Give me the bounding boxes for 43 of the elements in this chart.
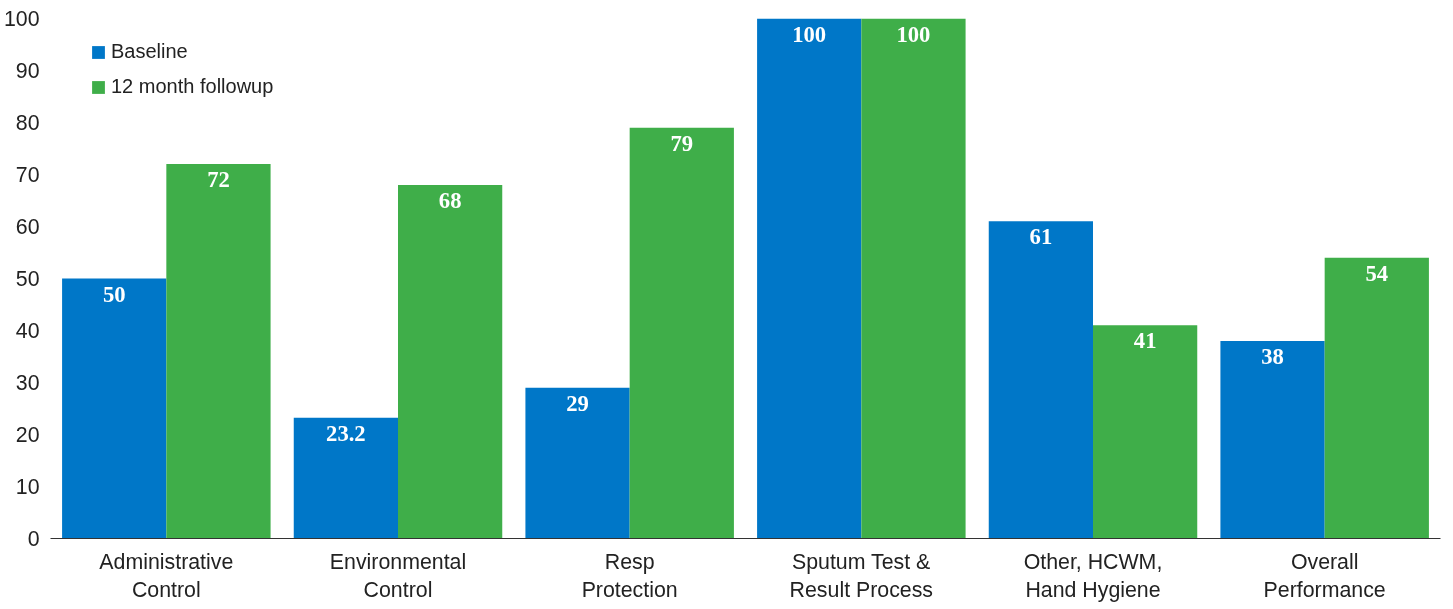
data-label: 61 <box>1029 224 1053 250</box>
y-tick-label: 70 <box>15 163 40 187</box>
bar <box>166 164 271 539</box>
y-tick-label: 50 <box>15 267 40 291</box>
bar <box>988 221 1093 539</box>
data-label: 79 <box>670 130 694 156</box>
data-label: 41 <box>1133 328 1157 354</box>
data-label: 72 <box>207 167 230 193</box>
y-tick-label: 30 <box>15 371 40 395</box>
bar <box>629 127 734 539</box>
data-label: 68 <box>438 188 462 213</box>
y-tick-label: 100 <box>3 7 40 31</box>
x-tick-label: Other, HCWM, Hand Hygiene <box>1023 549 1163 603</box>
y-tick-label: 90 <box>15 59 40 83</box>
y-tick-label: 0 <box>27 527 40 551</box>
x-tick-label: Environmental Control <box>329 549 467 603</box>
bar <box>525 387 630 539</box>
x-tick-label: Administrative Control <box>99 549 234 603</box>
bar <box>293 417 398 539</box>
x-tick-label: Overall Performance <box>1263 549 1386 603</box>
bar <box>398 184 503 539</box>
x-tick-label: Resp Protection <box>581 549 678 603</box>
data-label: 38 <box>1261 344 1284 369</box>
x-tick-label: Sputum Test & Result Process <box>789 549 934 603</box>
bar <box>861 18 966 539</box>
bar <box>1093 325 1198 539</box>
bar <box>1220 340 1325 539</box>
y-tick-label: 10 <box>15 475 40 499</box>
y-tick-label: 80 <box>15 111 40 135</box>
bar <box>1324 257 1429 539</box>
data-label: 100 <box>896 21 931 47</box>
data-label: 100 <box>792 21 827 47</box>
data-label: 50 <box>102 281 126 307</box>
legend-label: 12 month followup <box>111 75 274 98</box>
legend-label: Baseline <box>111 40 188 63</box>
data-label: 29 <box>566 390 589 416</box>
y-tick-label: 20 <box>15 423 40 447</box>
y-tick-label: 60 <box>15 215 40 239</box>
data-label: 23.2 <box>326 420 366 446</box>
data-label: 54 <box>1365 260 1389 286</box>
bar <box>757 18 862 539</box>
y-tick-label: 40 <box>15 319 40 343</box>
bar <box>62 278 167 539</box>
